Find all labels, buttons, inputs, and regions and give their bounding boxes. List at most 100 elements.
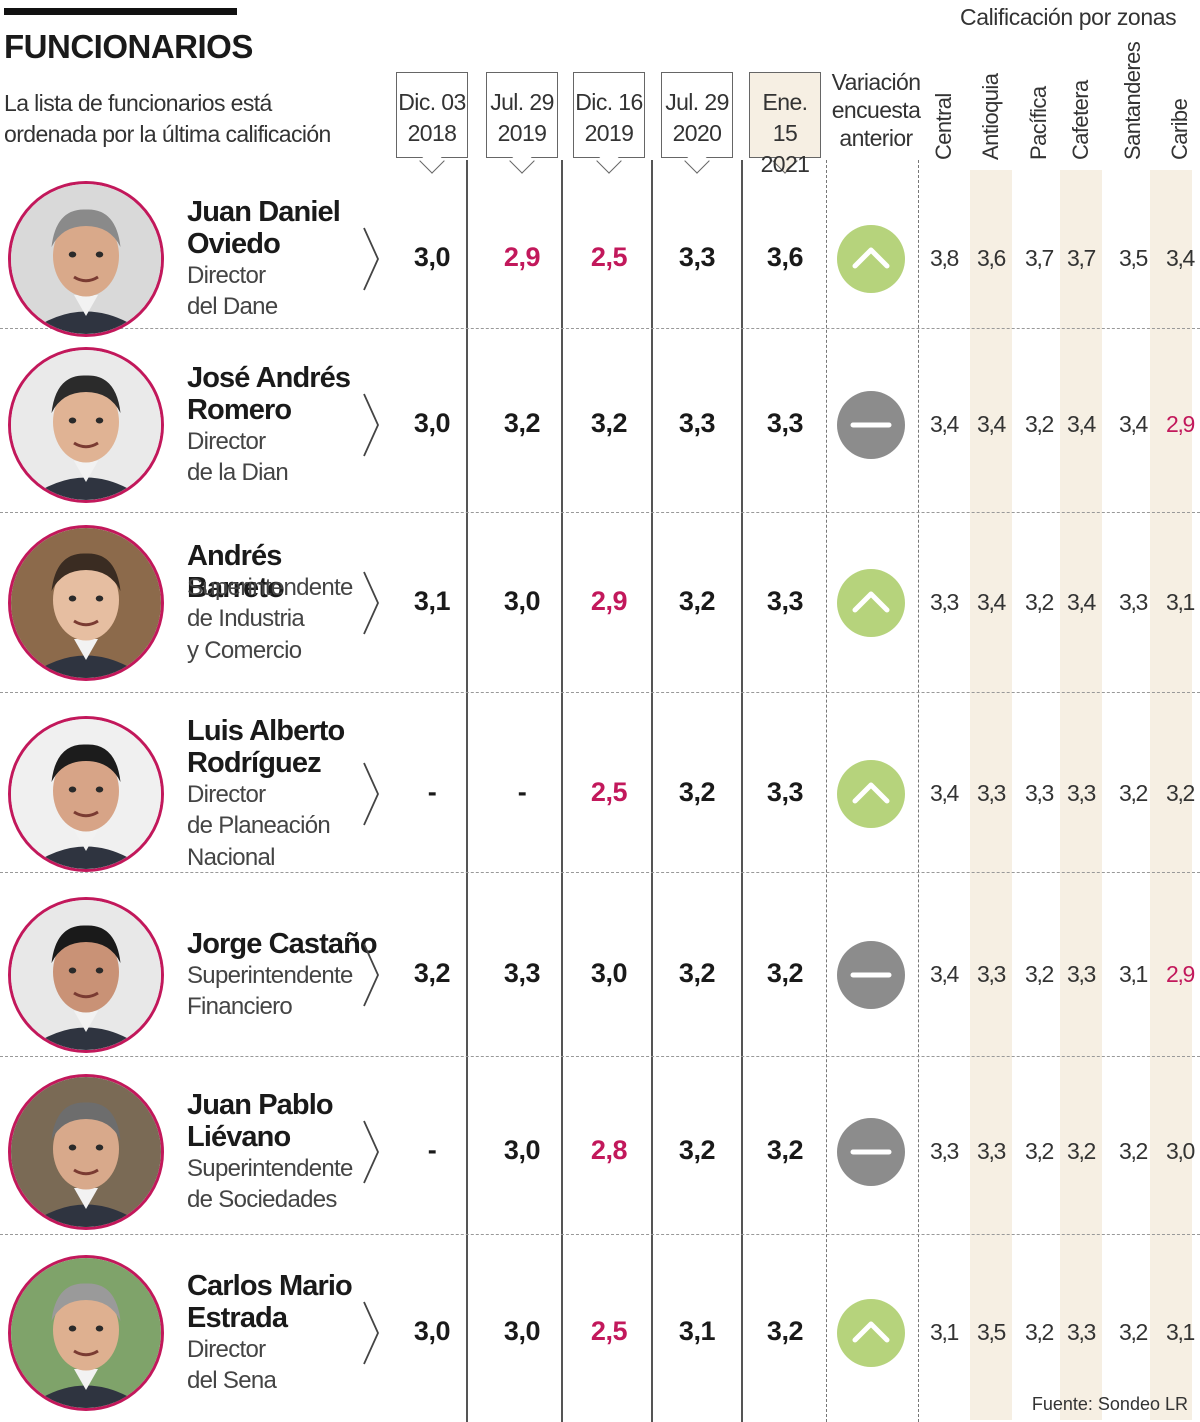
person-photo-icon <box>11 528 161 678</box>
score-value: 3,1 <box>678 1316 716 1346</box>
score-value: 3,0 <box>503 586 541 616</box>
zones-title: Calificación por zonas <box>960 4 1177 30</box>
zone-value: 3,1 <box>1165 1319 1195 1345</box>
person-name: Andrés Barreto <box>187 539 285 604</box>
zone-stripe <box>970 170 1012 1420</box>
score-value: 3,3 <box>766 408 804 438</box>
date-header-year: 2020 <box>672 120 722 146</box>
date-header: Jul. 29 2020 <box>661 72 733 174</box>
score-value: 3,2 <box>413 958 451 988</box>
no-change-icon <box>837 941 905 1009</box>
score-value: 3,3 <box>678 242 716 272</box>
column-divider <box>741 160 743 1422</box>
date-header-year: 2021 <box>760 151 810 177</box>
table-row: Andrés Barreto Superintendente de Industr… <box>0 512 1200 692</box>
zone-value: 3,4 <box>929 961 959 987</box>
score-value: 3,6 <box>766 242 804 272</box>
score-value: - <box>517 777 527 807</box>
zone-label: Cafetera <box>1068 80 1093 160</box>
person-photo-icon <box>11 1258 161 1408</box>
zone-label: Caribe <box>1167 98 1192 160</box>
table-row: Carlos Mario Estrada Director del Sena 3,0… <box>0 1234 1200 1422</box>
zone-value: 2,9 <box>1165 961 1195 987</box>
zone-value: 3,5 <box>1118 245 1148 271</box>
score-value: 3,2 <box>678 958 716 988</box>
chevron-right-icon <box>362 942 380 1008</box>
person-photo-icon <box>11 350 161 500</box>
score-value: 3,2 <box>590 408 628 438</box>
score-value: 3,3 <box>766 777 804 807</box>
avatar <box>8 347 164 503</box>
zone-value: 3,4 <box>929 411 959 437</box>
date-header-day: Dic. 03 <box>398 89 466 115</box>
row-divider <box>0 328 1200 329</box>
zone-value: 2,9 <box>1165 411 1195 437</box>
table-row: José Andrés Romero Director de la Dian 3,0… <box>0 328 1200 512</box>
zone-value: 3,3 <box>1066 961 1096 987</box>
zone-value: 3,3 <box>976 1138 1006 1164</box>
zone-value: 3,7 <box>1066 245 1096 271</box>
date-header: Dic. 03 2018 <box>396 72 468 174</box>
score-value: 2,9 <box>590 586 628 616</box>
zone-value: 3,4 <box>929 780 959 806</box>
zone-value: 3,2 <box>1024 589 1054 615</box>
zone-label: Santanderes <box>1120 41 1145 160</box>
score-value: 3,0 <box>413 1316 451 1346</box>
date-header-year: 2018 <box>407 120 457 146</box>
person-name: José Andrés Romero <box>187 361 351 426</box>
chevron-right-icon <box>362 392 380 458</box>
avatar <box>8 1255 164 1411</box>
zone-value: 3,3 <box>976 780 1006 806</box>
zone-value: 3,2 <box>1066 1138 1096 1164</box>
date-header-day: Dic. 16 <box>575 89 643 115</box>
zone-label: Antioquia <box>978 73 1003 160</box>
score-value: 3,2 <box>678 1135 716 1165</box>
zone-value: 3,2 <box>1118 1319 1148 1345</box>
arrow-up-icon <box>837 1299 905 1367</box>
score-value: 2,5 <box>590 242 628 272</box>
arrow-up-icon <box>837 760 905 828</box>
avatar <box>8 716 164 872</box>
zone-value: 3,1 <box>929 1319 959 1345</box>
person-role: Superintendente de Industria y Comercio <box>187 573 353 664</box>
zone-value: 3,3 <box>1066 1319 1096 1345</box>
zone-value: 3,1 <box>1165 589 1195 615</box>
person-role: Director de la Dian <box>187 427 289 487</box>
score-value: - <box>427 1135 437 1165</box>
chevron-right-icon <box>362 761 380 827</box>
page-title: FUNCIONARIOS <box>4 28 253 65</box>
score-value: 3,3 <box>766 586 804 616</box>
person-photo-icon <box>11 184 161 334</box>
row-divider <box>0 512 1200 513</box>
score-value: 2,5 <box>590 1316 628 1346</box>
zone-value: 3,5 <box>976 1319 1006 1345</box>
zone-value: 3,3 <box>1066 780 1096 806</box>
chevron-right-icon <box>362 570 380 636</box>
row-divider <box>0 692 1200 693</box>
person-role: Director de Planeación Nacional <box>187 780 331 871</box>
arrow-up-icon <box>837 225 905 293</box>
score-value: 3,0 <box>413 242 451 272</box>
date-header: Jul. 29 2019 <box>486 72 558 174</box>
top-rule <box>4 8 237 15</box>
zone-value: 3,7 <box>1024 245 1054 271</box>
zone-value: 3,4 <box>976 589 1006 615</box>
zone-label: Pacífica <box>1026 86 1051 160</box>
subtitle: La lista de funcionarios está ordenada p… <box>4 90 331 147</box>
score-value: - <box>427 777 437 807</box>
zone-value: 3,6 <box>976 245 1006 271</box>
score-value: 3,2 <box>678 586 716 616</box>
zone-label: Central <box>931 93 956 160</box>
variation-header: Variación encuesta anterior <box>831 69 921 151</box>
column-divider <box>651 160 653 1422</box>
zone-value: 3,4 <box>1118 411 1148 437</box>
score-value: 3,2 <box>766 958 804 988</box>
zone-value: 3,2 <box>1118 780 1148 806</box>
avatar <box>8 897 164 1053</box>
row-divider <box>0 1234 1200 1235</box>
date-header: Dic. 16 2019 <box>573 72 645 174</box>
date-header-day: Jul. 29 <box>665 89 729 115</box>
person-name: Carlos Mario Estrada <box>187 1269 353 1334</box>
no-change-icon <box>837 1118 905 1186</box>
person-photo-icon <box>11 1077 161 1227</box>
